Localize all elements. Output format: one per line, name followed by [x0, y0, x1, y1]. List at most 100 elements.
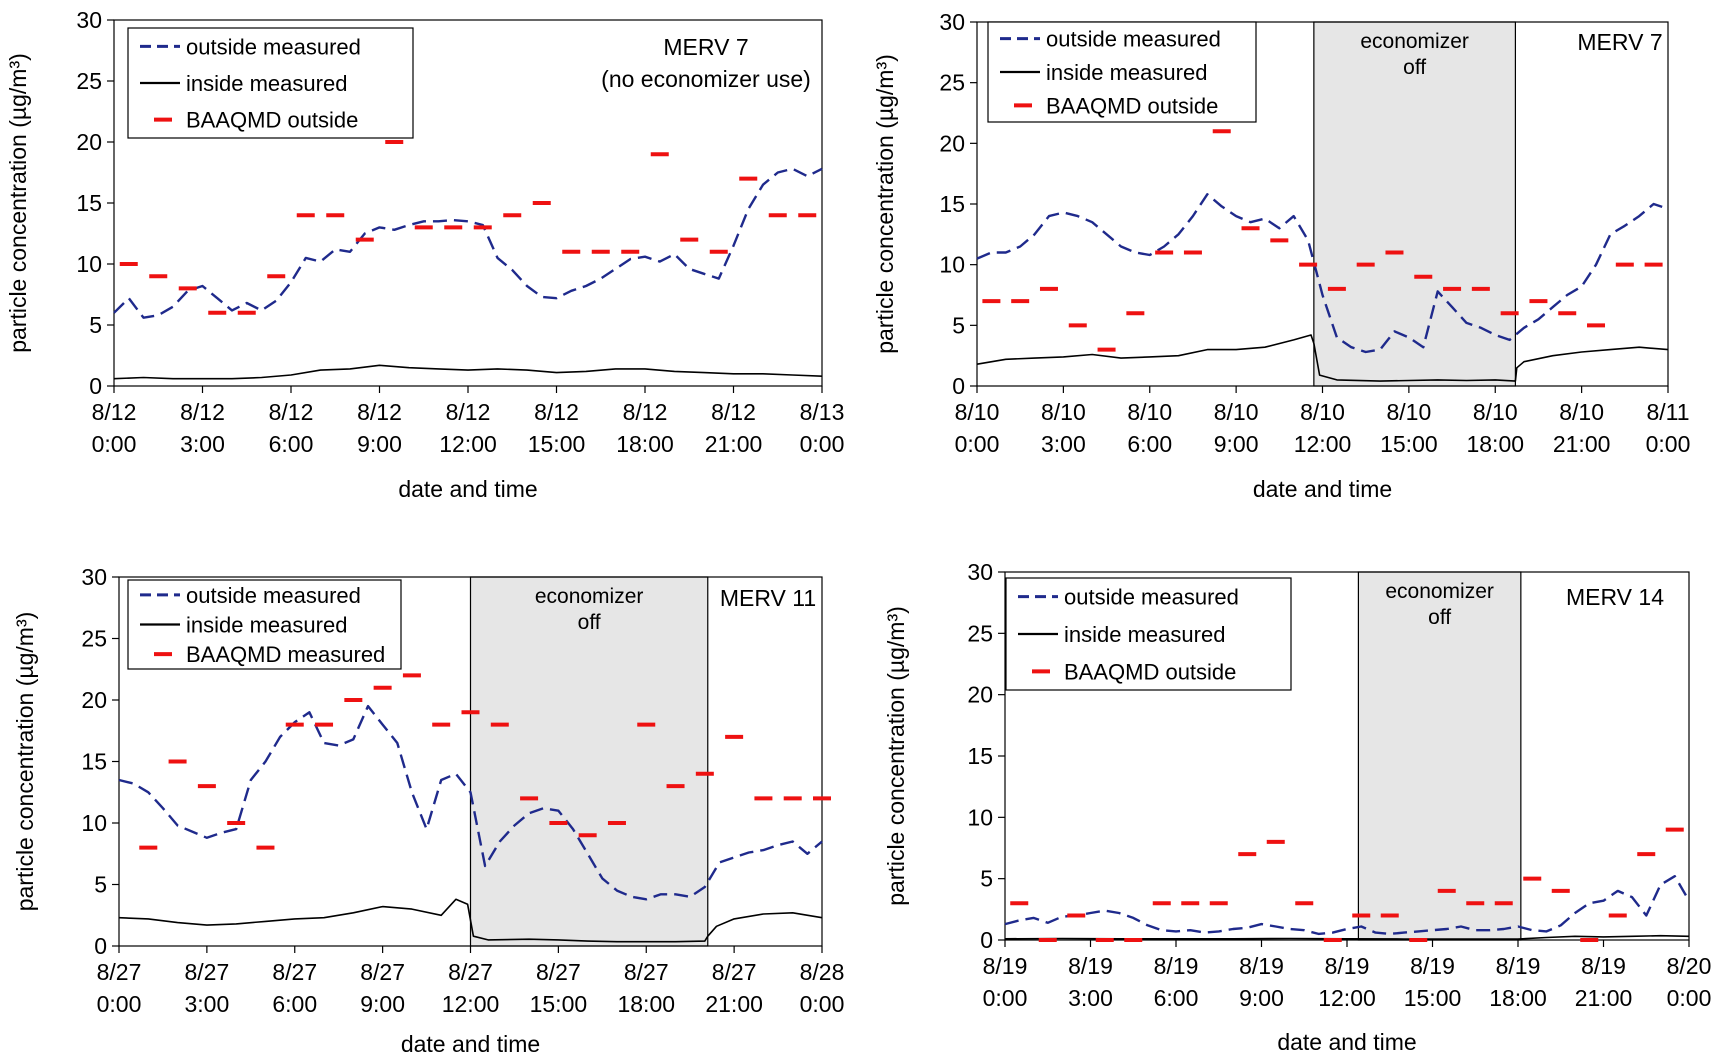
- x-tick-time: 12:00: [1294, 431, 1352, 457]
- x-tick-date: 8/10: [1041, 399, 1086, 425]
- y-axis-label: particle concentration (µg/m³): [883, 606, 909, 906]
- y-axis-label: particle concentration (µg/m³): [5, 53, 31, 353]
- y-tick-label: 0: [89, 373, 102, 399]
- inside-measured-line: [976, 334, 1669, 382]
- merv-annotation: MERV 14: [1566, 584, 1664, 610]
- x-tick-time: 12:00: [1318, 985, 1376, 1011]
- x-tick-time: 12:00: [442, 991, 500, 1017]
- x-tick-date: 8/20: [1667, 953, 1712, 979]
- x-tick-date: 8/27: [360, 959, 405, 985]
- x-tick-date: 8/12: [180, 399, 225, 425]
- inside-measured-line: [118, 898, 823, 943]
- y-tick-label: 5: [980, 866, 993, 892]
- x-tick-time: 3:00: [1068, 985, 1113, 1011]
- x-tick-date: 8/27: [536, 959, 581, 985]
- x-tick-date: 8/19: [1154, 953, 1199, 979]
- economizer-off-label: economizer: [1360, 30, 1469, 53]
- legend-label: outside measured: [186, 583, 361, 608]
- legend-label: inside measured: [1046, 60, 1207, 85]
- chart-panel-2: economizer off 0 5 10 15 20 25 30 8/10 0:00 8/10 3:0…: [872, 9, 1690, 502]
- x-tick-time: 0:00: [955, 431, 1000, 457]
- y-tick-label: 0: [94, 933, 107, 959]
- x-tick-date: 8/12: [357, 399, 402, 425]
- x-tick-date: 8/12: [446, 399, 491, 425]
- y-tick-label: 20: [939, 130, 965, 156]
- x-tick-time: 3:00: [1041, 431, 1086, 457]
- x-axis-label: date and time: [401, 1031, 540, 1057]
- x-axis-label: date and time: [1253, 476, 1392, 502]
- x-tick-time: 6:00: [1127, 431, 1172, 457]
- x-tick-date: 8/12: [711, 399, 756, 425]
- x-tick-time: 6:00: [1154, 985, 1199, 1011]
- chart-panel-1: 0 5 10 15 20 25 30 8/12 0:00 8/12 3:00 8/12 6:00 8/12…: [5, 7, 844, 502]
- x-tick-date: 8/12: [534, 399, 579, 425]
- x-tick-time: 6:00: [269, 431, 314, 457]
- x-tick-date: 8/28: [800, 959, 845, 985]
- x-tick-time: 21:00: [1575, 985, 1633, 1011]
- x-tick-date: 8/10: [1559, 399, 1604, 425]
- y-tick-label: 20: [76, 129, 102, 155]
- x-tick-date: 8/10: [955, 399, 1000, 425]
- x-tick-date: 8/12: [269, 399, 314, 425]
- economizer-off-label: off: [1428, 606, 1451, 629]
- x-tick-time: 3:00: [184, 991, 229, 1017]
- legend-label: inside measured: [186, 71, 347, 96]
- legend-label: outside measured: [1064, 585, 1239, 610]
- outside-measured-line: [1004, 875, 1691, 936]
- y-tick-label: 25: [967, 620, 993, 646]
- y-tick-label: 30: [81, 564, 107, 590]
- y-tick-label: 10: [76, 251, 102, 277]
- y-tick-label: 25: [939, 70, 965, 96]
- economizer-off-label: off: [1403, 56, 1426, 79]
- legend-label: BAAQMD outside: [186, 108, 358, 133]
- x-tick-date: 8/19: [1325, 953, 1370, 979]
- x-tick-time: 18:00: [617, 991, 675, 1017]
- x-tick-date: 8/10: [1214, 399, 1259, 425]
- x-axis-label: date and time: [1277, 1029, 1416, 1055]
- y-tick-label: 5: [89, 312, 102, 338]
- y-tick-label: 25: [76, 68, 102, 94]
- x-tick-date: 8/12: [92, 399, 137, 425]
- outside-measured-line: [976, 193, 1669, 354]
- x-tick-date: 8/19: [1239, 953, 1284, 979]
- legend-label: inside measured: [186, 613, 347, 638]
- x-tick-time: 9:00: [357, 431, 402, 457]
- chart-panel-4: economizer off 0 5 10 15 20 25 30 8/19 0:00 8/19 3:0…: [883, 559, 1711, 1055]
- x-tick-time: 15:00: [1380, 431, 1438, 457]
- legend-label: BAAQMD measured: [186, 642, 385, 667]
- merv-annotation: MERV 7: [663, 34, 748, 60]
- y-tick-label: 10: [967, 804, 993, 830]
- y-tick-label: 10: [81, 810, 107, 836]
- inside-measured-line: [113, 364, 823, 380]
- x-tick-date: 8/27: [184, 959, 229, 985]
- y-tick-label: 5: [952, 312, 965, 338]
- x-tick-time: 18:00: [616, 431, 674, 457]
- x-tick-date: 8/27: [448, 959, 493, 985]
- x-tick-date: 8/19: [1496, 953, 1541, 979]
- x-tick-date: 8/10: [1386, 399, 1431, 425]
- x-tick-time: 15:00: [528, 431, 586, 457]
- x-tick-date: 8/27: [272, 959, 317, 985]
- y-tick-label: 25: [81, 626, 107, 652]
- x-tick-date: 8/19: [1410, 953, 1455, 979]
- x-tick-time: 0:00: [1646, 431, 1691, 457]
- economizer-off-label: economizer: [535, 585, 644, 608]
- y-tick-label: 20: [81, 687, 107, 713]
- economizer-off-region: [1313, 21, 1517, 387]
- x-tick-time: 0:00: [97, 991, 142, 1017]
- x-tick-time: 0:00: [92, 431, 137, 457]
- legend-label: inside measured: [1064, 622, 1225, 647]
- merv-annotation: (no economizer use): [601, 66, 811, 92]
- legend: outside measured inside measured BAAQMD me…: [127, 579, 402, 670]
- x-tick-date: 8/19: [1068, 953, 1113, 979]
- chart-panel-3: economizer off 0 5 10 15 20 25 30 8/27 0:00 8/27 3:0…: [12, 564, 844, 1057]
- y-tick-label: 10: [939, 252, 965, 278]
- x-tick-time: 0:00: [800, 431, 845, 457]
- legend: outside measured inside measured BAAQMD ou…: [127, 27, 414, 139]
- x-tick-time: 21:00: [705, 991, 763, 1017]
- x-tick-time: 9:00: [1239, 985, 1284, 1011]
- y-tick-label: 15: [967, 743, 993, 769]
- merv-annotation: MERV 7: [1577, 29, 1662, 55]
- inside-measured-line: [1004, 934, 1690, 940]
